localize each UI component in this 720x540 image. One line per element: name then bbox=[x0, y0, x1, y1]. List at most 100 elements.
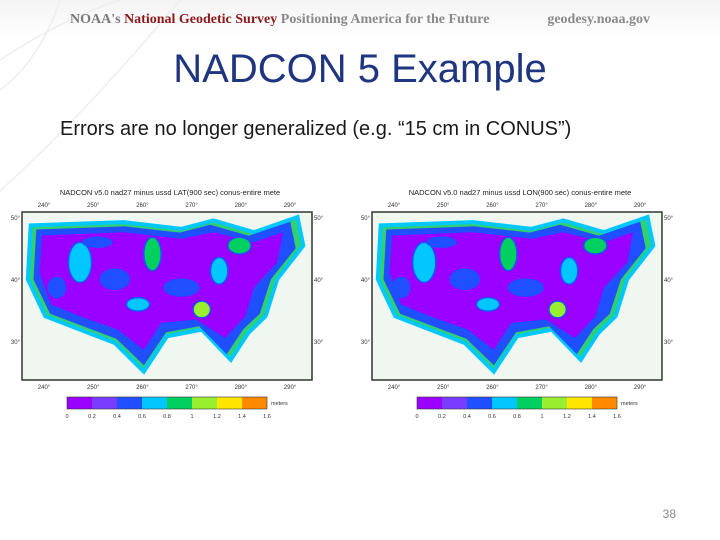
colorbar-label: 0.4 bbox=[113, 414, 121, 420]
slide-title: NADCON 5 Example bbox=[173, 47, 546, 91]
map-contour bbox=[426, 236, 457, 249]
x-axis-label-bottom: 270° bbox=[535, 385, 548, 391]
colorbar-label: 1.6 bbox=[263, 414, 271, 420]
colorbar-segment bbox=[167, 397, 192, 409]
map-title: NADCON v5.0 nad27 minus ussd LON(900 sec… bbox=[409, 188, 632, 197]
map-title: NADCON v5.0 nad27 minus ussd LAT(900 sec… bbox=[60, 188, 280, 197]
colorbar-label: 0 bbox=[65, 414, 68, 420]
header-right: geodesy.noaa.gov bbox=[547, 12, 650, 27]
map-frame bbox=[371, 211, 663, 381]
colorbar-label: 0.4 bbox=[463, 414, 471, 420]
y-axis-label-right: 40° bbox=[314, 278, 324, 284]
map-contour bbox=[67, 241, 93, 284]
colorbar-segment bbox=[192, 397, 217, 409]
map-contour bbox=[507, 278, 544, 297]
x-axis-label-bottom: 260° bbox=[486, 385, 499, 391]
map-contour bbox=[449, 268, 481, 291]
y-axis-label-right: 30° bbox=[314, 340, 324, 346]
map-plot bbox=[22, 212, 312, 380]
x-axis-label-bottom: 260° bbox=[136, 385, 149, 391]
y-axis-label-left: 30° bbox=[11, 340, 21, 346]
x-axis-label-bottom: 290° bbox=[634, 385, 647, 391]
colorbar-label: 0.8 bbox=[513, 414, 521, 420]
map-contour bbox=[47, 276, 67, 299]
x-axis-label-bottom: 240° bbox=[388, 385, 401, 391]
x-axis-label-top: 270° bbox=[535, 203, 548, 209]
map-contour bbox=[125, 296, 151, 312]
y-axis-label-left: 40° bbox=[361, 278, 371, 284]
x-axis-label-top: 260° bbox=[486, 203, 499, 209]
x-axis-label-bottom: 250° bbox=[437, 385, 450, 391]
map-contour bbox=[209, 256, 229, 285]
map-contour bbox=[475, 296, 501, 312]
map-contour bbox=[411, 241, 437, 284]
colorbar-segment bbox=[567, 397, 592, 409]
y-axis-label-left: 50° bbox=[11, 216, 21, 222]
map-contour bbox=[559, 256, 579, 285]
colorbar-segment bbox=[442, 397, 467, 409]
x-axis-label-top: 290° bbox=[634, 203, 647, 209]
x-axis-label-top: 240° bbox=[388, 203, 401, 209]
y-axis-label-right: 50° bbox=[664, 216, 674, 222]
colorbar-segment bbox=[217, 397, 242, 409]
map-contour bbox=[143, 236, 162, 272]
colorbar-label: 0 bbox=[415, 414, 418, 420]
colorbar-unit: meters bbox=[271, 401, 288, 407]
x-axis-label-top: 250° bbox=[437, 203, 450, 209]
colorbar-segment bbox=[492, 397, 517, 409]
map-frame bbox=[21, 211, 313, 381]
colorbar-segment bbox=[92, 397, 117, 409]
x-axis-label-bottom: 240° bbox=[38, 385, 51, 391]
colorbar-label: 1.6 bbox=[613, 414, 621, 420]
colorbar-label: 1.2 bbox=[563, 414, 571, 420]
y-axis-label-left: 30° bbox=[361, 340, 371, 346]
colorbar-frame bbox=[416, 396, 618, 410]
map-contour bbox=[582, 236, 608, 255]
colorbar-segment bbox=[592, 397, 617, 409]
x-axis-label-bottom: 250° bbox=[87, 385, 100, 391]
colorbar-segment bbox=[542, 397, 567, 409]
slide-subtitle: Errors are no longer generalized (e.g. “… bbox=[60, 118, 571, 140]
y-axis-label-right: 40° bbox=[664, 278, 674, 284]
colorbar-label: 0.2 bbox=[88, 414, 96, 420]
map-contour bbox=[548, 300, 568, 319]
background-swoosh bbox=[0, 0, 181, 193]
colorbar-segment bbox=[467, 397, 492, 409]
colorbar-label: 1.4 bbox=[238, 414, 246, 420]
header-bar bbox=[0, 0, 720, 40]
map-contour bbox=[82, 236, 113, 249]
colorbar-label: 0.6 bbox=[138, 414, 146, 420]
header-slogan: Positioning America for the Future bbox=[281, 12, 490, 27]
x-axis-label-top: 270° bbox=[185, 203, 198, 209]
map-plot bbox=[372, 212, 662, 380]
y-axis-label-right: 50° bbox=[314, 216, 324, 222]
y-axis-label-right: 30° bbox=[664, 340, 674, 346]
header-left: NOAA's National Geodetic Survey Position… bbox=[70, 12, 489, 27]
map-contour bbox=[391, 276, 411, 299]
colorbar-label: 1 bbox=[540, 414, 543, 420]
y-axis-label-left: 40° bbox=[11, 278, 21, 284]
x-axis-label-top: 280° bbox=[585, 203, 598, 209]
header-prefix: NOAA's bbox=[70, 12, 121, 27]
y-axis-label-left: 50° bbox=[361, 216, 371, 222]
x-axis-label-top: 260° bbox=[136, 203, 149, 209]
colorbar-segment bbox=[117, 397, 142, 409]
colorbar-segment bbox=[242, 397, 267, 409]
colorbar-segment bbox=[67, 397, 92, 409]
map-contour bbox=[99, 268, 131, 291]
x-axis-label-bottom: 280° bbox=[585, 385, 598, 391]
x-axis-label-top: 250° bbox=[87, 203, 100, 209]
map-contour bbox=[192, 300, 212, 319]
x-axis-label-bottom: 270° bbox=[185, 385, 198, 391]
header-org: National Geodetic Survey bbox=[124, 12, 277, 27]
colorbar-label: 0.6 bbox=[488, 414, 496, 420]
map-figure: NADCON v5.0 nad27 minus ussd LAT(900 sec… bbox=[10, 185, 330, 430]
x-axis-label-top: 290° bbox=[284, 203, 297, 209]
x-axis-label-bottom: 290° bbox=[284, 385, 297, 391]
maps: NADCON v5.0 nad27 minus ussd LAT(900 sec… bbox=[10, 185, 680, 430]
map-contour bbox=[163, 278, 200, 297]
x-axis-label-bottom: 280° bbox=[235, 385, 248, 391]
colorbar-label: 0.2 bbox=[438, 414, 446, 420]
